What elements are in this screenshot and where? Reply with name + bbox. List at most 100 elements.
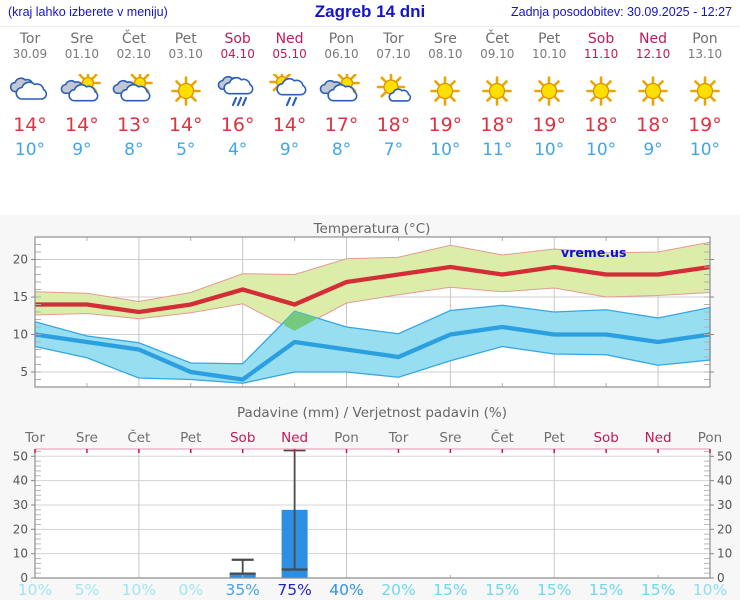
day-low-temp: 8° xyxy=(331,140,352,160)
day-date: 06.10 xyxy=(324,47,359,61)
day-date: 03.10 xyxy=(168,47,203,61)
day-date: 05.10 xyxy=(272,47,307,61)
page-header: (kraj lahko izberete v meniju) Zagreb 14… xyxy=(0,0,740,27)
forecast-day: Čet 02.10 13° 8° xyxy=(108,30,160,212)
precip-probability-label: 10% xyxy=(18,581,52,599)
watermark-link[interactable]: vreme.us xyxy=(561,245,626,260)
sun-rain-icon xyxy=(268,74,307,107)
precip-probability-label: 15% xyxy=(641,581,675,599)
day-date: 07.10 xyxy=(376,47,411,61)
day-low-temp: 10° xyxy=(534,140,565,160)
svg-text:20: 20 xyxy=(717,522,732,536)
precip-day-label: Pet xyxy=(180,430,201,446)
precip-day-label: Sre xyxy=(76,430,98,446)
forecast-day: Čet 09.10 18° 11° xyxy=(471,30,523,212)
forecast-day: Sob 04.10 16° 4° xyxy=(212,30,264,212)
day-low-temp: 7° xyxy=(383,140,404,160)
sunny-icon xyxy=(638,76,668,106)
day-name: Čet xyxy=(485,31,510,47)
precip-day-label: Sre xyxy=(439,430,461,446)
forecast-day: Tor 30.09 14° 10° xyxy=(4,30,56,212)
day-low-temp: 11° xyxy=(482,140,513,160)
day-high-temp: 18° xyxy=(480,114,515,136)
precip-day-label: Ned xyxy=(281,430,308,446)
day-icon xyxy=(419,74,471,108)
partly-cloudy-icon xyxy=(320,74,361,102)
sunny-icon xyxy=(482,76,513,106)
day-date: 11.10 xyxy=(583,47,619,61)
day-name: Tor xyxy=(383,31,404,47)
day-icon xyxy=(523,74,575,108)
day-high-temp: 14° xyxy=(272,114,307,136)
temperature-chart: Temperatura (°C) 5 10 15 20 vreme.us xyxy=(13,221,714,388)
day-icon xyxy=(212,74,264,108)
day-low-temp: 10° xyxy=(430,140,461,160)
svg-text:10: 10 xyxy=(717,547,732,561)
day-name: Ned xyxy=(639,31,668,47)
day-name: Sre xyxy=(70,31,94,47)
day-low-temp: 4° xyxy=(227,140,248,160)
precip-day-label: Ned xyxy=(645,430,672,446)
precip-probability-label: 5% xyxy=(75,581,100,599)
day-name: Ned xyxy=(275,31,304,47)
sunny-icon xyxy=(430,76,461,106)
day-date: 30.09 xyxy=(12,47,48,61)
svg-text:20: 20 xyxy=(13,253,28,267)
svg-text:5: 5 xyxy=(20,365,28,379)
day-icon xyxy=(316,74,368,108)
precip-probability-label: 0% xyxy=(178,581,203,599)
day-date: 13.10 xyxy=(687,47,723,61)
day-icon xyxy=(367,74,419,108)
day-name: Pet xyxy=(538,31,561,47)
svg-text:40: 40 xyxy=(13,474,28,488)
forecast-day: Sob 11.10 18° 10° xyxy=(575,30,627,212)
forecast-strip: Tor 30.09 14° 10° Sre 01.10 14° 9° Čet 0… xyxy=(4,30,731,212)
day-high-temp: 14° xyxy=(13,114,47,136)
day-icon xyxy=(471,74,523,108)
forecast-day: Sre 08.10 19° 10° xyxy=(419,30,471,212)
page-title: Zagreb 14 dni xyxy=(314,2,426,21)
forecast-day: Sre 01.10 14° 9° xyxy=(56,30,108,212)
day-name: Pet xyxy=(174,31,197,47)
sunny-icon xyxy=(170,76,201,106)
day-date: 04.10 xyxy=(220,47,255,61)
precip-probability-label: 35% xyxy=(225,581,259,599)
mostly-sunny-icon xyxy=(377,74,412,102)
precip-probability-label: 20% xyxy=(381,581,415,599)
precip-probability-label: 15% xyxy=(433,581,467,599)
forecast-day: Pon 13.10 19° 10° xyxy=(679,30,731,212)
day-date: 09.10 xyxy=(480,47,515,61)
precipitation-chart-title: Padavine (mm) / Verjetnost padavin (%) xyxy=(237,405,507,421)
precip-probability-label: 10% xyxy=(122,581,156,599)
location-hint: (kraj lahko izberete v meniju) xyxy=(8,5,168,19)
svg-text:50: 50 xyxy=(13,449,28,463)
precip-day-label: Tor xyxy=(388,430,409,446)
last-update: Zadnja posodobitev: 30.09.2025 - 12:27 xyxy=(510,5,732,19)
day-date: 12.10 xyxy=(635,47,671,61)
precip-day-label: Pet xyxy=(544,430,565,446)
svg-text:30: 30 xyxy=(13,498,28,512)
svg-text:30: 30 xyxy=(717,498,732,512)
precip-day-label: Pon xyxy=(698,430,722,446)
day-low-temp: 10° xyxy=(14,140,46,160)
day-icon xyxy=(108,74,160,108)
partly-cloudy-icon xyxy=(60,74,101,102)
day-icon xyxy=(264,74,316,108)
charts-section: Temperatura (°C) 5 10 15 20 vreme.us Padavi… xyxy=(0,215,740,600)
precip-day-label: Sob xyxy=(230,430,255,446)
day-icon xyxy=(160,74,212,108)
forecast-day: Pon 06.10 17° 8° xyxy=(316,30,368,212)
precip-probability-label: 15% xyxy=(485,581,519,599)
day-name: Čet xyxy=(121,31,146,47)
precip-probability-label: 40% xyxy=(329,581,363,599)
precip-day-label: Čet xyxy=(491,428,514,446)
day-high-temp: 19° xyxy=(428,114,463,136)
day-high-temp: 19° xyxy=(532,114,567,136)
svg-text:50: 50 xyxy=(717,449,732,463)
precip-day-label: Sob xyxy=(593,430,618,446)
day-icon xyxy=(575,74,627,108)
sunny-icon xyxy=(690,76,720,106)
svg-text:0: 0 xyxy=(20,571,28,585)
day-name: Pon xyxy=(692,31,718,47)
sunny-icon xyxy=(586,76,616,106)
